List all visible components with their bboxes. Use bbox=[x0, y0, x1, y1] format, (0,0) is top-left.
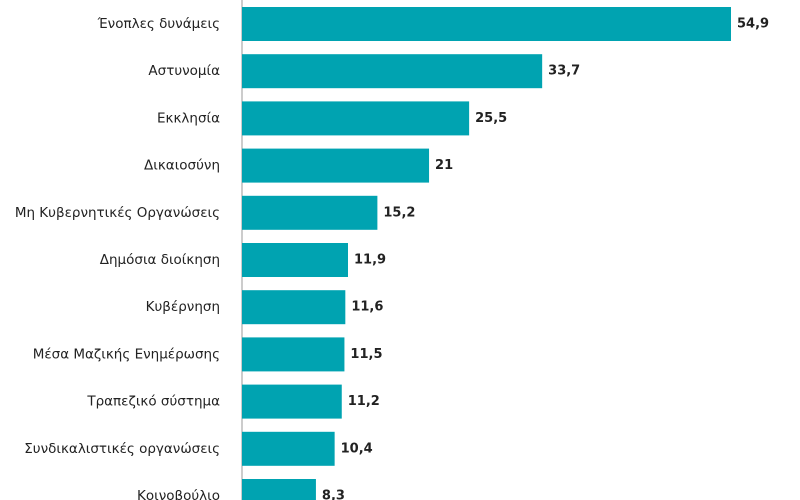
category-label: Δικαιοσύνη bbox=[144, 158, 220, 174]
bar bbox=[242, 431, 335, 466]
category-label: Κυβέρνηση bbox=[146, 299, 220, 315]
value-label: 15,2 bbox=[383, 205, 415, 220]
value-label: 11,2 bbox=[348, 394, 380, 409]
category-label: Εκκλησία bbox=[157, 110, 220, 126]
category-label: Αστυνομία bbox=[148, 63, 220, 79]
value-label: 21 bbox=[435, 158, 453, 173]
bar bbox=[242, 195, 378, 230]
bar bbox=[242, 7, 731, 41]
value-label: 33,7 bbox=[548, 64, 580, 79]
bar bbox=[242, 290, 346, 325]
value-label: 11,6 bbox=[351, 300, 383, 315]
category-label: Κοινοβούλιο bbox=[137, 488, 220, 500]
bar bbox=[242, 148, 430, 183]
category-label: Τραπεζικό σύστημα bbox=[86, 394, 220, 410]
category-label: Δημόσια διοίκηση bbox=[100, 252, 220, 268]
category-label: Μη Κυβερνητικές Οργανώσεις bbox=[15, 205, 220, 221]
category-label: Μέσα Μαζικής Ενημέρωσης bbox=[33, 346, 220, 362]
category-label: Συνδικαλιστικές οργανώσεις bbox=[24, 441, 220, 457]
bar bbox=[242, 101, 470, 136]
value-label: 8,3 bbox=[322, 489, 345, 500]
category-label: Ένοπλες δυνάμεις bbox=[97, 16, 220, 32]
bar bbox=[242, 479, 316, 500]
bar bbox=[242, 243, 348, 277]
bar bbox=[242, 54, 543, 89]
value-label: 10,4 bbox=[341, 441, 373, 456]
value-label: 11,9 bbox=[354, 253, 386, 268]
value-label: 11,5 bbox=[350, 347, 382, 362]
bar bbox=[242, 384, 342, 419]
bar bbox=[242, 337, 345, 372]
value-label: 25,5 bbox=[475, 111, 507, 126]
value-label: 54,9 bbox=[737, 17, 769, 32]
